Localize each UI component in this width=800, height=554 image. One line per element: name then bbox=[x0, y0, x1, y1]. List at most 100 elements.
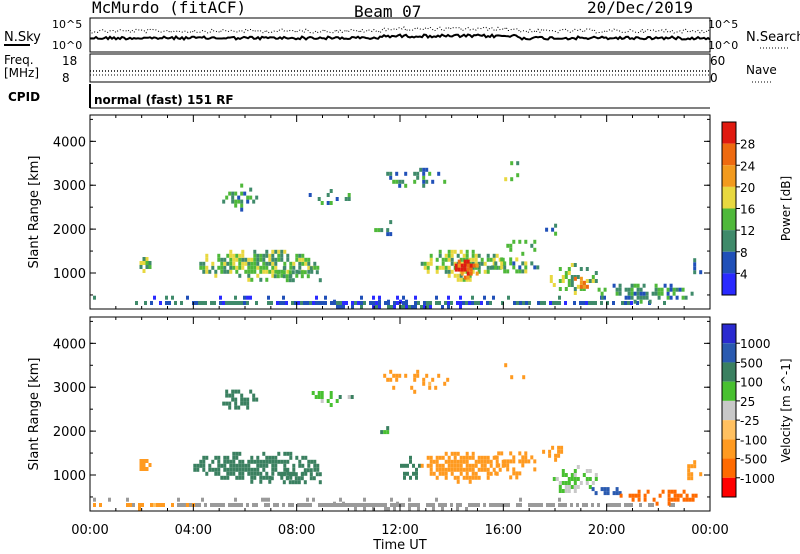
range-gate-cell bbox=[240, 301, 243, 305]
range-gate-cell bbox=[247, 459, 251, 464]
range-gate-cell bbox=[582, 280, 586, 285]
range-gate-cell bbox=[441, 265, 445, 270]
range-gate-cell bbox=[294, 301, 297, 305]
range-gate-cell bbox=[558, 287, 562, 291]
range-gate-cell bbox=[313, 467, 317, 472]
range-gate-cell bbox=[265, 265, 269, 270]
range-gate-cell bbox=[291, 480, 295, 485]
range-gate-cell bbox=[271, 253, 275, 258]
range-gate-cell bbox=[450, 467, 454, 472]
range-gate-cell bbox=[690, 291, 694, 296]
range-gate-cell bbox=[642, 283, 646, 288]
range-gate-cell bbox=[489, 257, 493, 262]
range-gate-cell bbox=[259, 475, 263, 480]
range-gate-cell bbox=[386, 426, 390, 431]
range-gate-cell bbox=[561, 473, 565, 477]
range-gate-cell bbox=[685, 493, 689, 498]
range-gate-cell bbox=[447, 253, 451, 258]
range-gate-cell bbox=[231, 503, 234, 507]
range-gate-cell bbox=[536, 265, 540, 270]
range-gate-cell bbox=[330, 301, 333, 305]
range-gate-cell bbox=[240, 199, 244, 204]
range-gate-cell bbox=[480, 467, 484, 472]
range-gate-cell bbox=[693, 464, 697, 469]
range-gate-cell bbox=[426, 261, 430, 266]
range-gate-cell bbox=[226, 253, 230, 258]
range-gate-cell bbox=[247, 261, 251, 266]
range-gate-cell bbox=[459, 455, 463, 460]
range-gate-cell bbox=[148, 261, 152, 265]
range-gate-cell bbox=[214, 269, 218, 274]
range-gate-cell bbox=[552, 503, 555, 507]
range-gate-cell bbox=[465, 455, 469, 460]
range-gate-cell bbox=[456, 467, 460, 472]
range-gate-cell bbox=[279, 472, 283, 477]
colorbar-segment bbox=[722, 362, 736, 382]
range-gate-cell bbox=[576, 503, 579, 507]
range-gate-cell bbox=[438, 253, 442, 258]
range-gate-cell bbox=[225, 401, 229, 406]
range-gate-cell bbox=[301, 455, 305, 460]
range-gate-cell bbox=[300, 270, 304, 275]
range-gate-cell bbox=[222, 199, 226, 204]
range-gate-cell bbox=[441, 305, 444, 309]
range-gate-cell bbox=[292, 467, 296, 472]
range-gate-cell bbox=[564, 287, 568, 291]
range-gate-cell bbox=[414, 503, 417, 507]
range-gate-cell bbox=[274, 467, 278, 472]
range-gate-cell bbox=[159, 301, 162, 305]
range-gate-cell bbox=[567, 489, 571, 493]
range-gate-cell bbox=[667, 493, 671, 498]
range-gate-cell bbox=[240, 203, 244, 208]
range-gate-cell bbox=[372, 507, 375, 511]
range-gate-cell bbox=[253, 265, 257, 270]
range-gate-cell bbox=[264, 503, 267, 507]
range-gate-cell bbox=[628, 493, 632, 498]
range-gate-cell bbox=[217, 257, 221, 262]
range-gate-cell bbox=[317, 197, 321, 201]
range-gate-cell bbox=[603, 491, 607, 496]
freq-label: Freq. bbox=[4, 53, 34, 67]
range-gate-cell bbox=[555, 301, 558, 305]
range-gate-cell bbox=[389, 220, 393, 225]
range-gate-cell bbox=[259, 265, 263, 270]
range-gate-cell bbox=[93, 497, 96, 502]
range-gate-cell bbox=[205, 257, 209, 262]
range-gate-cell bbox=[512, 265, 516, 270]
range-gate-cell bbox=[320, 395, 324, 399]
range-gate-cell bbox=[594, 473, 598, 477]
range-gate-cell bbox=[234, 405, 238, 410]
colorbar-segment bbox=[722, 477, 736, 497]
noise-tick-right-top: 10^5 bbox=[708, 18, 738, 31]
range-gate-cell bbox=[374, 228, 378, 233]
range-gate-cell bbox=[395, 373, 399, 378]
range-gate-cell bbox=[492, 253, 496, 258]
range-gate-cell bbox=[543, 301, 546, 305]
range-gate-cell bbox=[600, 295, 604, 300]
range-gate-cell bbox=[444, 451, 448, 456]
range-gate-cell bbox=[564, 301, 567, 305]
colorbar-tick-label: 24 bbox=[740, 159, 755, 173]
range-gate-cell bbox=[271, 459, 275, 464]
range-gate-cell bbox=[591, 301, 594, 305]
range-gate-cell bbox=[295, 455, 299, 460]
range-gate-cell bbox=[466, 267, 470, 272]
range-gate-cell bbox=[537, 301, 540, 305]
range-gate-cell bbox=[139, 261, 143, 265]
range-gate-cell bbox=[545, 227, 549, 232]
range-gate-cell bbox=[503, 261, 507, 266]
range-gate-cell bbox=[465, 507, 468, 511]
range-gate-cell bbox=[453, 273, 457, 278]
range-gate-cell bbox=[483, 295, 486, 300]
range-gate-cell bbox=[435, 467, 439, 472]
range-gate-cell bbox=[256, 253, 260, 258]
range-gate-cell bbox=[636, 283, 640, 288]
range-gate-cell bbox=[387, 305, 390, 309]
range-gate-cell bbox=[468, 467, 472, 472]
range-gate-cell bbox=[217, 467, 221, 472]
range-gate-cell bbox=[615, 503, 618, 507]
colorbar-segment bbox=[722, 186, 736, 209]
range-gate-cell bbox=[354, 503, 357, 507]
range-gate-cell bbox=[249, 195, 253, 200]
